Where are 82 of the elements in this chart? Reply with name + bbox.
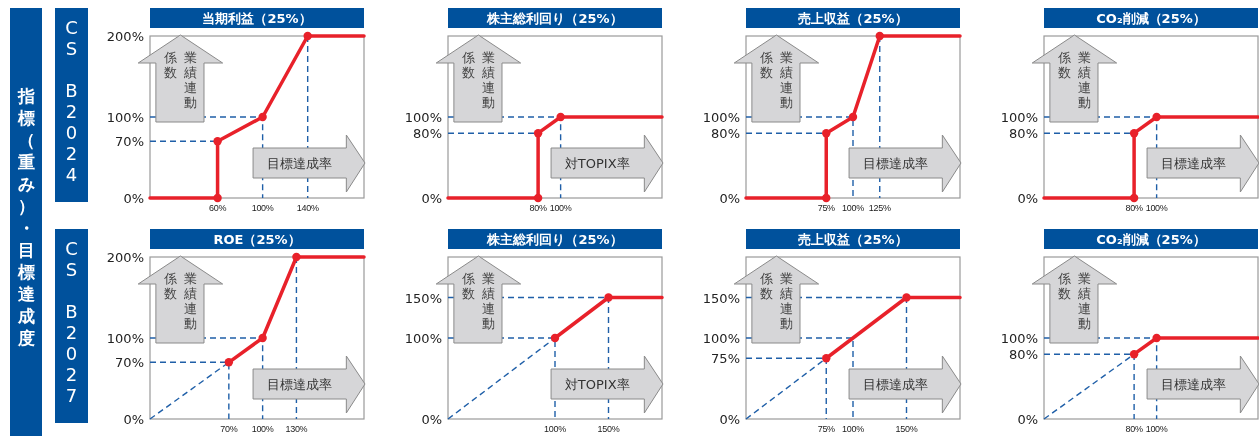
x-tick-label: 130%: [285, 424, 308, 434]
chart-title: 売上収益（25%）: [798, 232, 908, 247]
annotation: 業績連動: [182, 271, 197, 331]
annotation: 業績連動: [182, 50, 197, 110]
x-tick-label: 100%: [1145, 203, 1168, 213]
y-tick-label: 100%: [702, 331, 740, 346]
annotation: 係数: [759, 271, 774, 301]
text: 指標（重み）・目標達成度: [17, 86, 35, 348]
x-tick-label: 70%: [220, 424, 238, 434]
y-tick-label: 0%: [421, 191, 442, 206]
annotation: 係数: [163, 50, 178, 80]
y-tick-label: 200%: [106, 250, 144, 265]
y-tick-label: 80%: [711, 126, 740, 142]
annotation: 対TOPIX率: [564, 156, 630, 171]
annotation: 業績連動: [778, 271, 793, 331]
x-tick-label: 150%: [597, 424, 620, 434]
chart-title: 当期利益（25%）: [202, 11, 312, 26]
y-tick-label: 70%: [115, 355, 144, 371]
y-tick-label: 0%: [421, 412, 442, 427]
y-tick-label: 80%: [413, 126, 442, 142]
chart-title: CO₂削減（25%）: [1096, 232, 1206, 247]
x-tick-label: 75%: [817, 424, 836, 434]
y-axis-title: CS B2024: [65, 17, 78, 185]
annotation: 目標達成率: [862, 156, 928, 171]
x-tick-label: 100%: [1145, 424, 1168, 434]
annotation: 業績連動: [480, 271, 495, 331]
x-tick-label: 100%: [251, 424, 274, 434]
x-tick-label: 80%: [1125, 424, 1143, 434]
y-tick-label: 100%: [106, 110, 144, 125]
y-tick-label: 150%: [404, 290, 442, 306]
x-tick-label: 150%: [895, 424, 918, 434]
annotation: 業績連動: [1076, 271, 1091, 331]
y-tick-label: 100%: [106, 331, 144, 346]
y-tick-label: 75%: [711, 351, 740, 367]
chart-title: 売上収益（25%）: [798, 11, 908, 26]
x-tick-label: 100%: [842, 203, 865, 213]
y-tick-label: 0%: [719, 412, 740, 427]
annotation: 目標達成率: [1160, 377, 1226, 392]
y-tick-label: 0%: [1017, 412, 1038, 427]
x-tick-label: 100%: [544, 424, 567, 434]
y-tick-label: 0%: [123, 191, 144, 206]
x-tick-label: 80%: [529, 203, 547, 213]
annotation: 係数: [1057, 50, 1072, 80]
annotation: 目標達成率: [862, 377, 928, 392]
y-tick-label: 100%: [1000, 331, 1038, 346]
y-tick-label: 150%: [702, 290, 740, 306]
y-tick-label: 100%: [702, 110, 740, 125]
annotation: 係数: [461, 50, 476, 80]
y-tick-label: 200%: [106, 29, 144, 44]
annotation: 係数: [759, 50, 774, 80]
y-tick-label: 0%: [123, 412, 144, 427]
y-tick-label: 100%: [404, 110, 442, 125]
x-tick-label: 140%: [296, 203, 319, 213]
y-tick-label: 100%: [1000, 110, 1038, 125]
x-tick-label: 100%: [549, 203, 572, 213]
annotation: 係数: [461, 271, 476, 301]
chart-title: 株主総利回り（25%）: [486, 11, 623, 26]
y-tick-label: 0%: [719, 191, 740, 206]
annotation: 業績連動: [1076, 50, 1091, 110]
annotation: 業績連動: [778, 50, 793, 110]
y-axis-title: CS B2027: [65, 238, 78, 406]
annotation: 対TOPIX率: [564, 377, 630, 392]
y-tick-label: 70%: [115, 134, 144, 150]
chart-title: 株主総利回り（25%）: [486, 232, 623, 247]
x-tick-label: 100%: [842, 424, 865, 434]
x-tick-label: 100%: [251, 203, 274, 213]
annotation: 業績連動: [480, 50, 495, 110]
y-tick-label: 0%: [1017, 191, 1038, 206]
chart-title: CO₂削減（25%）: [1096, 11, 1206, 26]
chart-title: ROE（25%）: [213, 232, 301, 247]
y-tick-label: 80%: [1009, 347, 1038, 363]
annotation: 係数: [163, 271, 178, 301]
annotation: 係数: [1057, 271, 1072, 301]
x-tick-label: 75%: [817, 203, 836, 213]
annotation: 目標達成率: [1160, 156, 1226, 171]
annotation: 目標達成率: [266, 156, 332, 171]
x-tick-label: 80%: [1125, 203, 1143, 213]
x-tick-label: 125%: [868, 203, 891, 213]
annotation: 目標達成率: [266, 377, 332, 392]
y-tick-label: 100%: [404, 331, 442, 346]
y-tick-label: 80%: [1009, 126, 1038, 142]
x-tick-label: 60%: [209, 203, 227, 213]
